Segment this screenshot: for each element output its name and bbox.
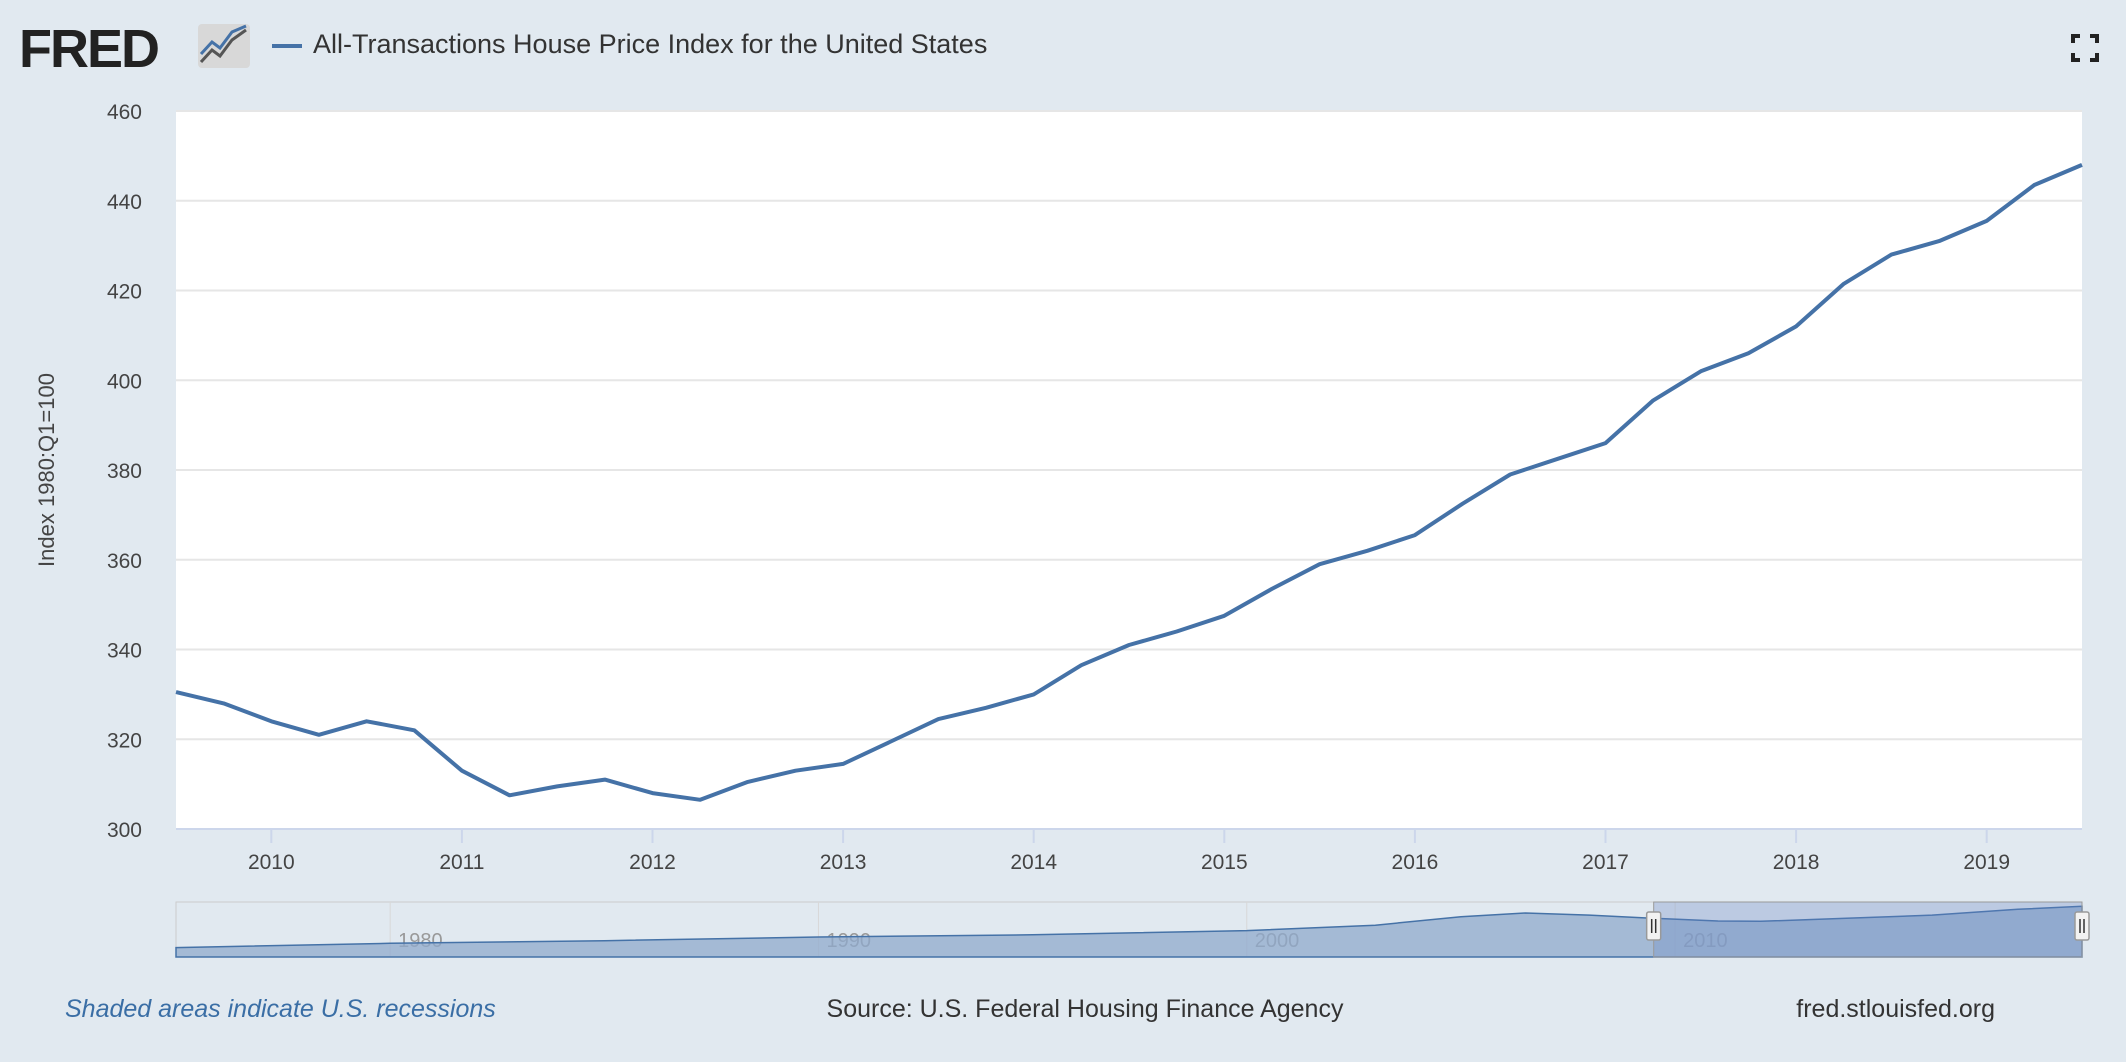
legend-series-swatch (272, 44, 302, 48)
x-tick-label: 2016 (1392, 851, 1439, 874)
chart-area: 300 320 340 360 380 400 420 440 460 2010 2011 2012… (34, 101, 2090, 958)
navigator[interactable]: 1980199020002010 (175, 901, 2090, 958)
y-axis-title: Index 1980:Q1=100 (34, 373, 59, 567)
fullscreen-icon[interactable] (2070, 33, 2100, 63)
x-tick-label: 2015 (1201, 851, 1248, 874)
y-tick-label: 380 (107, 460, 142, 483)
handle-grip (1645, 911, 1662, 941)
x-tick-label: 2019 (1963, 851, 2010, 874)
y-tick-label: 440 (107, 191, 142, 214)
x-tick-label: 2017 (1582, 851, 1629, 874)
y-tick-label: 320 (107, 729, 142, 752)
x-tick-label: 2014 (1010, 851, 1057, 874)
x-tick-label: 2012 (629, 851, 676, 874)
site-link[interactable]: fred.stlouisfed.org (1796, 995, 1995, 1023)
source-text: Source: U.S. Federal Housing Finance Age… (826, 995, 1344, 1023)
fred-chart-logo-icon (198, 24, 250, 68)
y-tick-label: 460 (107, 101, 142, 124)
y-tick-label: 420 (107, 281, 142, 304)
fred-logo[interactable]: FRED (19, 19, 160, 79)
x-tick-label: 2010 (248, 851, 295, 874)
navigator-left-handle[interactable] (1645, 911, 1662, 941)
y-tick-label: 340 (107, 640, 142, 663)
y-tick-label: 360 (107, 550, 142, 573)
series-line (175, 163, 2083, 802)
y-tick-label: 400 (107, 370, 142, 393)
navigator-selected-range[interactable] (1653, 901, 2083, 958)
y-tick-label: 300 (107, 819, 142, 842)
navigator-right-handle[interactable] (2074, 911, 2090, 941)
handle-grip (2074, 911, 2090, 941)
navigator-series-area (175, 905, 2083, 958)
chart-title[interactable]: All-Transactions House Price Index for t… (313, 29, 988, 59)
recession-note-link[interactable]: Shaded areas indicate U.S. recessions (65, 995, 496, 1023)
x-tick-label: 2018 (1773, 851, 1820, 874)
x-tick-label: 2011 (439, 851, 484, 874)
x-tick-label: 2013 (820, 851, 867, 874)
